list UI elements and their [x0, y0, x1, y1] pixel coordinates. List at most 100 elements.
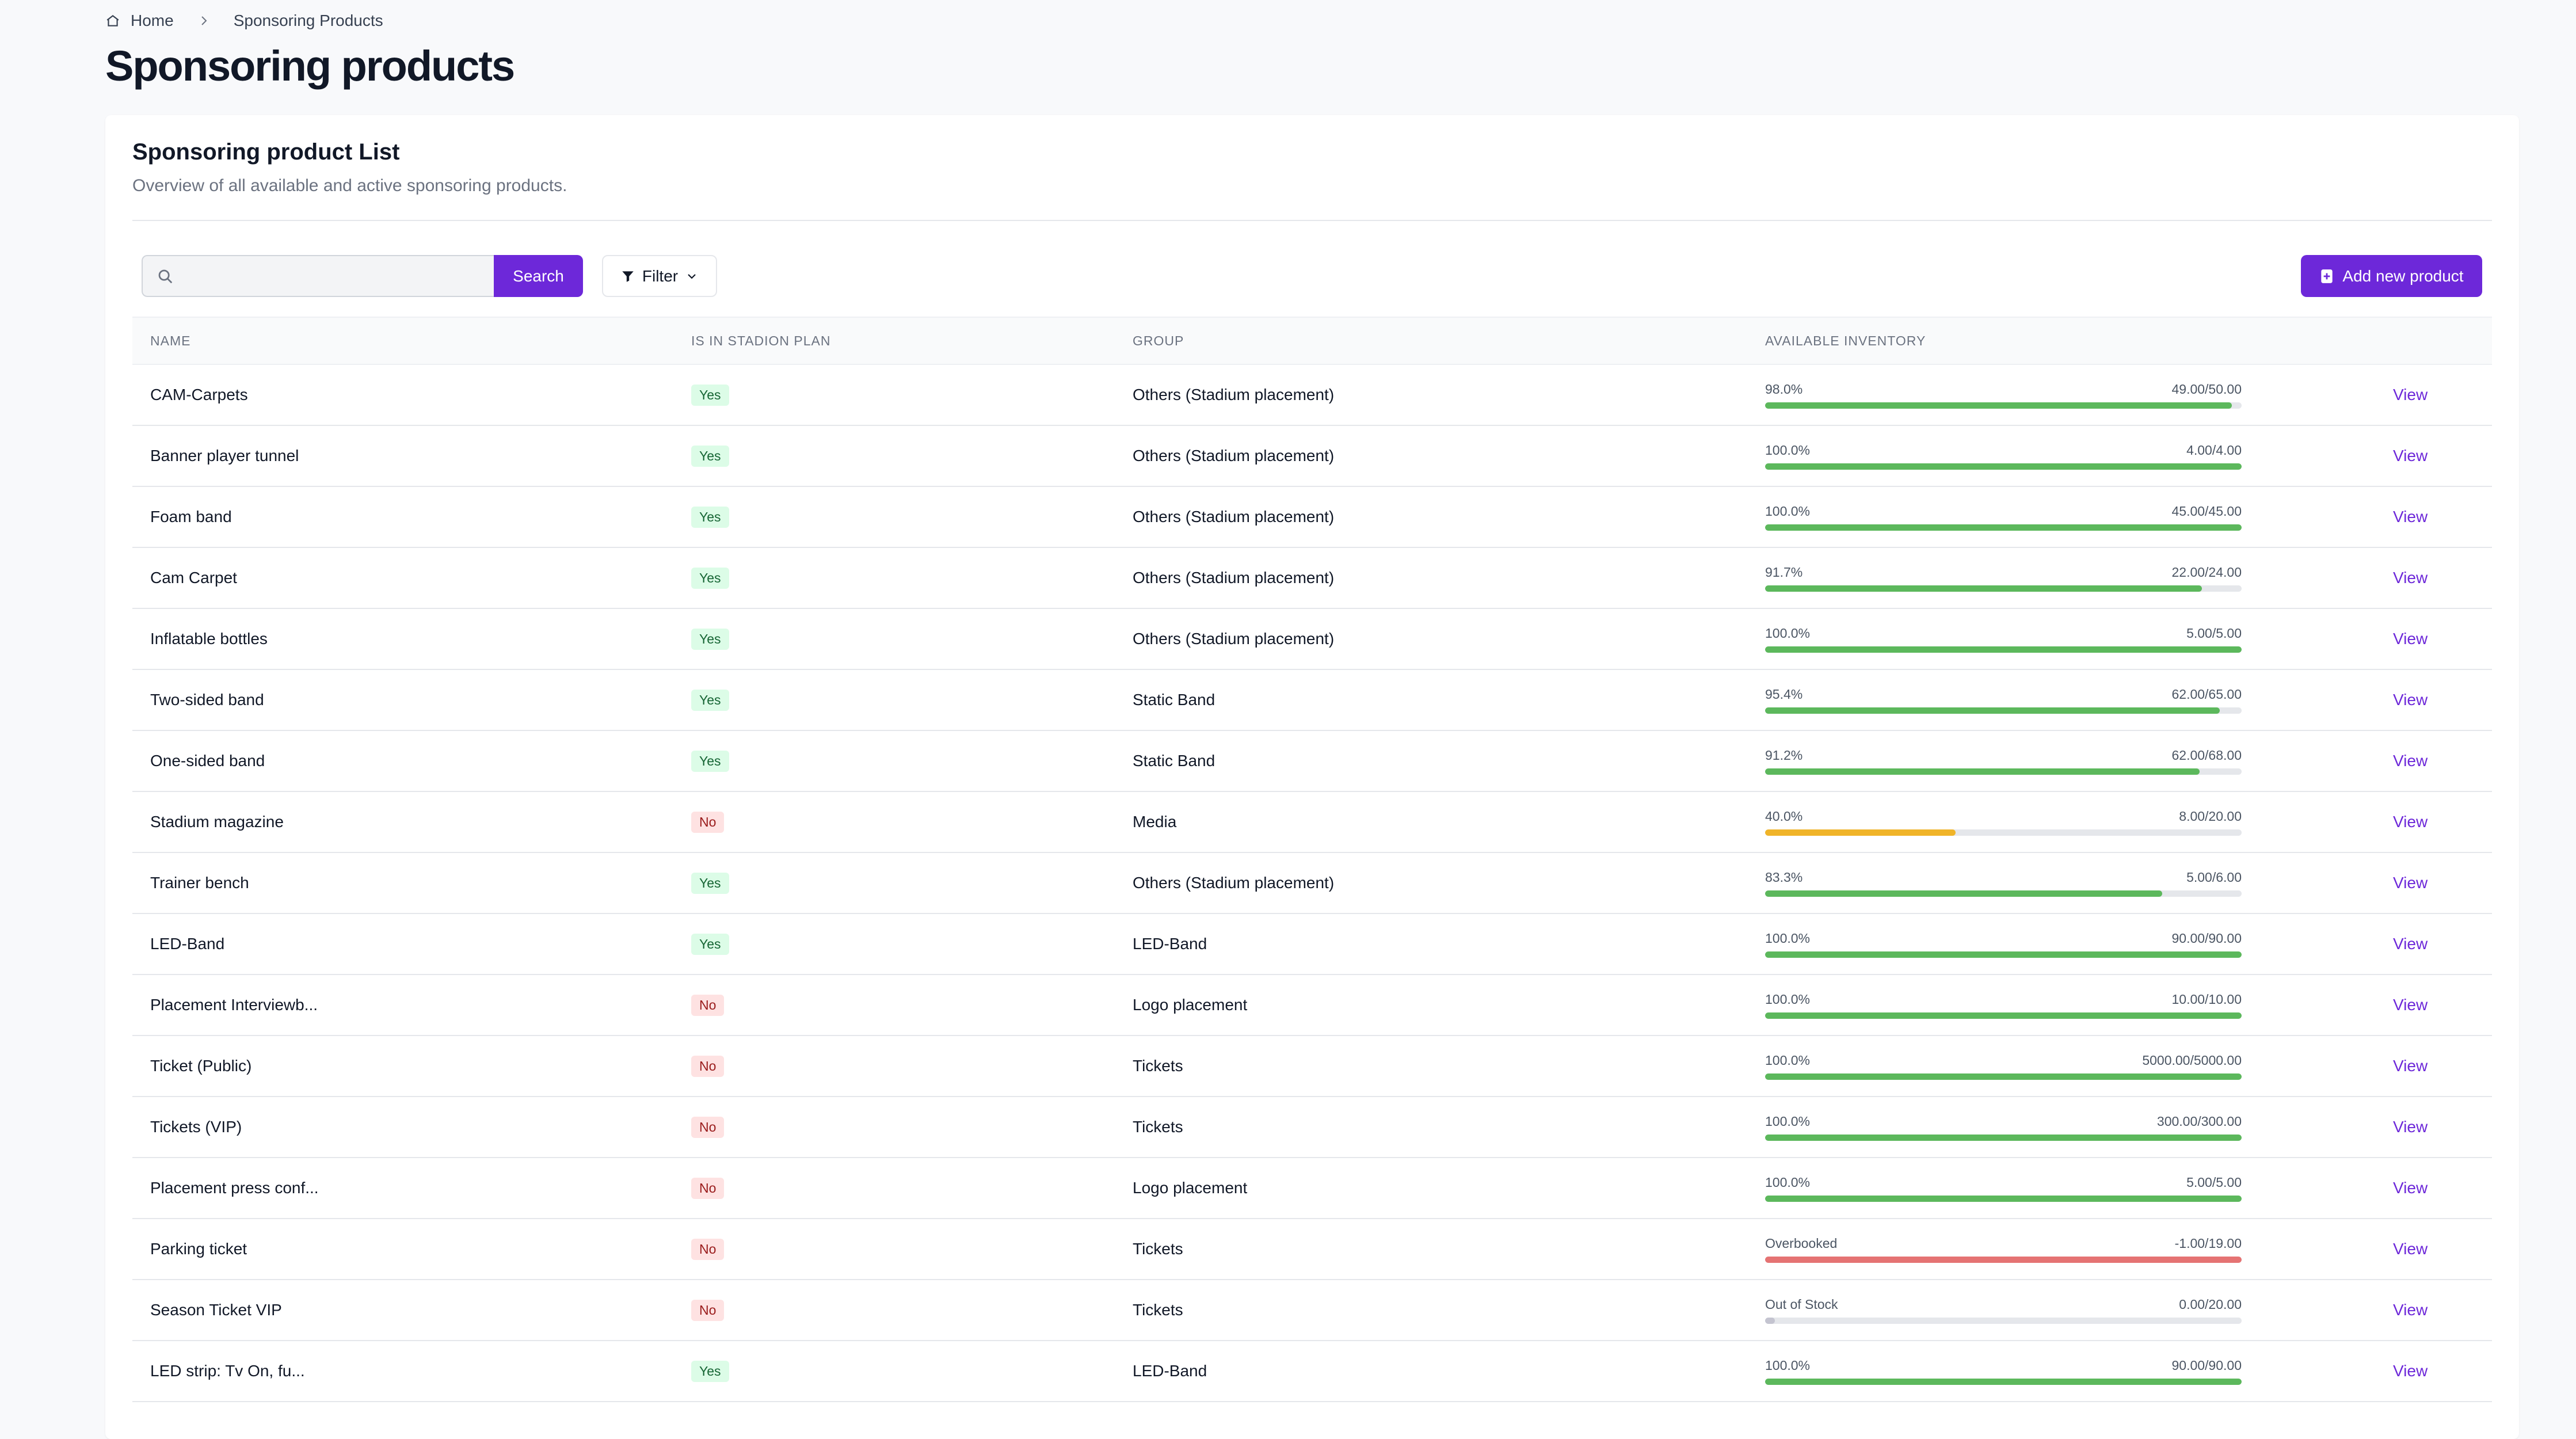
product-name: Season Ticket VIP — [150, 1280, 282, 1340]
view-link[interactable]: View — [2393, 508, 2428, 526]
inventory-labels: 100.0% 10.00/10.00 — [1765, 992, 2242, 1007]
product-name: Stadium magazine — [150, 792, 284, 852]
search-button[interactable]: Search — [494, 255, 583, 297]
add-document-icon — [2321, 269, 2333, 283]
inventory-percent: 100.0% — [1765, 1174, 1811, 1190]
card-title: Sponsoring product List — [132, 139, 400, 165]
group-text: Logo placement — [1133, 996, 1248, 1014]
plan-badge: Yes — [691, 445, 729, 467]
product-name: LED-Band — [150, 914, 224, 974]
plan-cell: Yes — [691, 609, 729, 669]
view-link[interactable]: View — [2393, 1362, 2428, 1380]
inventory-cell: 100.0% 45.00/45.00 — [1765, 487, 2242, 547]
inventory-cell: 98.0% 49.00/50.00 — [1765, 365, 2242, 425]
divider — [132, 220, 2492, 221]
filter-button[interactable]: Filter — [602, 255, 717, 297]
inventory-cell: 100.0% 4.00/4.00 — [1765, 426, 2242, 486]
product-name: Placement press conf... — [150, 1158, 319, 1218]
inventory-cell: 100.0% 5.00/5.00 — [1765, 609, 2242, 669]
breadcrumb-home-link[interactable]: Home — [131, 12, 174, 29]
group-text: Others (Stadium placement) — [1133, 508, 1335, 526]
view-link[interactable]: View — [2393, 1179, 2428, 1197]
view-cell: View — [2393, 1341, 2428, 1401]
view-link[interactable]: View — [2393, 1240, 2428, 1258]
view-link[interactable]: View — [2393, 874, 2428, 892]
plan-badge: Yes — [691, 628, 729, 650]
inventory-progress-track — [1765, 1073, 2242, 1080]
group-text: LED-Band — [1133, 1362, 1207, 1380]
inventory-progress-track — [1765, 463, 2242, 470]
view-link[interactable]: View — [2393, 691, 2428, 709]
product-name: Cam Carpet — [150, 548, 237, 608]
view-link[interactable]: View — [2393, 935, 2428, 953]
view-cell: View — [2393, 792, 2428, 852]
inventory-quantity: -1.00/19.00 — [2174, 1235, 2242, 1251]
view-link[interactable]: View — [2393, 752, 2428, 770]
inventory-labels: 91.2% 62.00/68.00 — [1765, 748, 2242, 763]
header-group[interactable]: Group — [1133, 333, 1184, 348]
inventory-progress-track — [1765, 951, 2242, 958]
inventory-progress-track — [1765, 829, 2242, 836]
group-cell: Others (Stadium placement) — [1133, 487, 1334, 547]
add-new-product-button[interactable]: Add new product — [2301, 255, 2482, 297]
group-text: Others (Stadium placement) — [1133, 874, 1335, 892]
view-cell: View — [2393, 609, 2428, 669]
view-cell: View — [2393, 1158, 2428, 1218]
inventory-percent: 91.2% — [1765, 747, 1803, 763]
search-input[interactable] — [182, 258, 494, 294]
table-row: Placement Interviewb... No Logo placement 1… — [132, 975, 2492, 1036]
view-link[interactable]: View — [2393, 1057, 2428, 1075]
plan-badge: Yes — [691, 1360, 729, 1382]
view-link[interactable]: View — [2393, 1118, 2428, 1136]
group-cell: Tickets — [1133, 1219, 1183, 1279]
view-cell: View — [2393, 914, 2428, 974]
view-link[interactable]: View — [2393, 813, 2428, 831]
header-plan[interactable]: Is in stadion plan — [691, 333, 831, 348]
breadcrumb: Home Sponsoring Products — [105, 10, 383, 31]
view-link[interactable]: View — [2393, 996, 2428, 1014]
inventory-labels: 100.0% 4.00/4.00 — [1765, 443, 2242, 458]
inventory-labels: 100.0% 5.00/5.00 — [1765, 1175, 2242, 1190]
add-new-product-label: Add new product — [2342, 267, 2464, 285]
inventory-progress-fill — [1765, 1073, 2242, 1080]
filter-icon — [622, 271, 634, 282]
product-name-text: Foam band — [150, 508, 232, 526]
inventory-labels: 40.0% 8.00/20.00 — [1765, 809, 2242, 824]
view-link[interactable]: View — [2393, 630, 2428, 648]
product-name-text: Season Ticket VIP — [150, 1301, 282, 1319]
inventory-progress-fill — [1765, 1134, 2242, 1141]
view-link[interactable]: View — [2393, 447, 2428, 465]
inventory-percent: Overbooked — [1765, 1235, 1838, 1251]
product-name: Trainer bench — [150, 853, 249, 913]
home-icon[interactable] — [105, 13, 120, 28]
table-row: Season Ticket VIP No Tickets Out of Stock 0.… — [132, 1280, 2492, 1341]
inventory-progress-track — [1765, 1134, 2242, 1141]
plan-badge: Yes — [691, 872, 729, 894]
view-cell: View — [2393, 853, 2428, 913]
group-text: Others (Stadium placement) — [1133, 569, 1335, 587]
product-name-text: Trainer bench — [150, 874, 249, 892]
product-name-text: Ticket (Public) — [150, 1057, 252, 1075]
header-name[interactable]: Name — [150, 333, 191, 348]
plan-badge: Yes — [691, 506, 729, 528]
inventory-progress-fill — [1765, 1012, 2242, 1019]
plan-badge: Yes — [691, 689, 729, 711]
header-inventory[interactable]: Available inventory — [1765, 333, 1926, 348]
product-name: Two-sided band — [150, 670, 264, 730]
view-link[interactable]: View — [2393, 1301, 2428, 1319]
inventory-percent: 100.0% — [1765, 1357, 1811, 1373]
product-name-text: LED strip: Tv On, fu... — [150, 1362, 305, 1380]
inventory-progress-track — [1765, 768, 2242, 775]
group-cell: Others (Stadium placement) — [1133, 853, 1334, 913]
group-cell: Tickets — [1133, 1036, 1183, 1096]
view-link[interactable]: View — [2393, 569, 2428, 587]
view-link[interactable]: View — [2393, 386, 2428, 403]
table-body: CAM-Carpets Yes Others (Stadium placement)… — [132, 365, 2492, 1402]
inventory-progress-track — [1765, 707, 2242, 714]
plan-cell: No — [691, 1097, 725, 1157]
inventory-progress-track — [1765, 524, 2242, 531]
inventory-quantity: 4.00/4.00 — [2186, 442, 2242, 458]
plan-badge: No — [691, 1238, 725, 1260]
product-name: CAM-Carpets — [150, 365, 248, 425]
inventory-labels: Out of Stock 0.00/20.00 — [1765, 1297, 2242, 1312]
